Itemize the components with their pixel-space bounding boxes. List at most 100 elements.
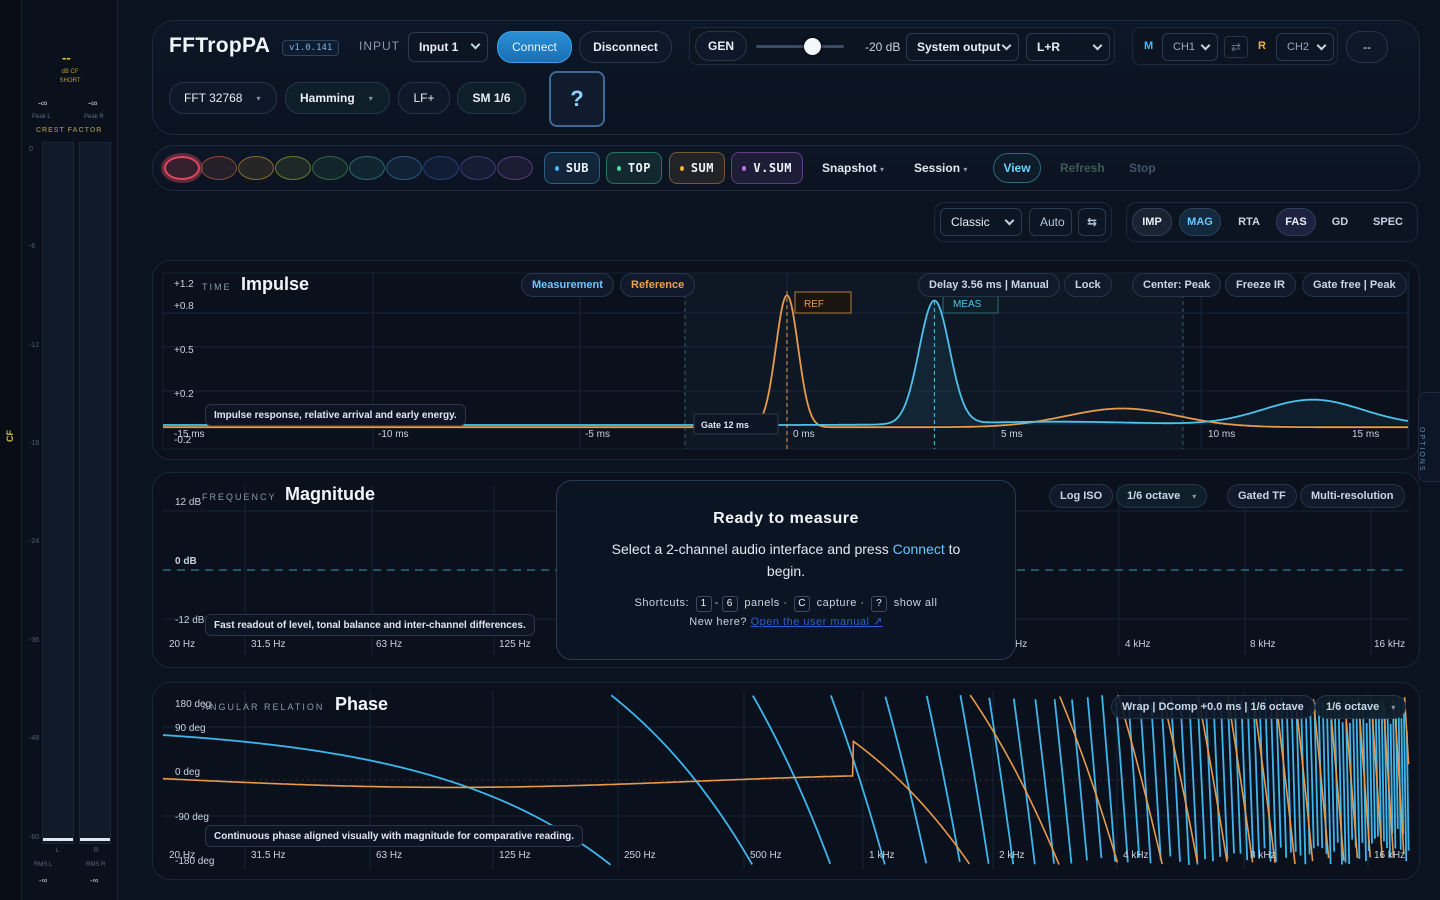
caret-down-icon: ▾ [256,93,261,103]
smoothing-button[interactable]: SM 1/6 [457,82,526,114]
snapshot-slot[interactable] [497,156,533,180]
impulse-plot[interactable]: REF MEAS Gate 12 ms +1.2 +0.8 +0.5 +0.2 -0.2-15… [153,261,1420,460]
extra-button[interactable]: -- [1346,31,1388,63]
output-select[interactable]: System output [906,33,1019,61]
peak-l-value: -∞ [38,98,48,108]
phase-octave-value: 1/6 octave [1326,701,1380,713]
user-manual-link[interactable]: Open the user manual ↗ [750,616,883,628]
group-tag-label: TOP [627,161,651,175]
options-tab[interactable]: OPTIONS [1418,392,1440,482]
view-tab-gd[interactable]: GD [1331,216,1349,228]
swap-channels-icon[interactable]: ⇄ [1224,36,1248,58]
chevron-down-icon [1004,215,1015,226]
snapshot-slot[interactable] [386,156,422,180]
status-dot-icon [555,165,559,171]
measurement-channel-label: M [1144,40,1154,52]
meter-ch-l: L [56,848,60,854]
snapshot-slot[interactable] [460,156,496,180]
gate-label-box [693,413,779,435]
meter-scale-tick: -48 [29,735,40,742]
short-cf-value: -- [62,50,71,65]
impulse-hint: Impulse response, relative arrival and e… [205,404,466,426]
freeze-ir-chip[interactable]: Freeze IR [1225,273,1296,297]
disconnect-button[interactable]: Disconnect [579,31,672,63]
window-select[interactable]: Hamming ▾ [285,82,390,114]
short-cf-unit: dB CF SHORT [59,69,81,84]
phase-wrap-chip[interactable]: Wrap | DComp +0.0 ms | 1/6 octave [1111,695,1315,719]
fft-size-select[interactable]: FFT 32768 ▾ [169,82,277,114]
reference-channel-value: CH2 [1287,41,1310,53]
group-tag-vsum[interactable]: V.SUM [731,152,803,184]
group-tag-top[interactable]: TOP [606,152,662,184]
key-c: C [794,596,811,612]
gen-level-slider[interactable] [756,45,844,48]
refresh-button[interactable]: Refresh [1060,161,1105,175]
ref-label: REF [804,299,824,310]
session-menu[interactable]: Session ▾ [914,161,967,175]
snapshot-slot[interactable] [238,156,274,180]
phase-title: Phase [335,694,389,714]
snapshot-slot[interactable] [312,156,348,180]
x-tick-label: 15 ms [1352,429,1379,440]
gen-button[interactable]: GEN [695,31,747,61]
snapshot-menu[interactable]: Snapshot ▾ [822,161,884,175]
rms-l-value: -∞ [39,876,48,885]
reference-channel-select[interactable]: CH2 [1276,33,1334,61]
gate-label: Gate 12 ms [701,420,749,430]
multi-resolution-chip[interactable]: Multi-resolution [1300,484,1405,508]
view-tab-imp[interactable]: IMP [1132,208,1172,236]
input-select[interactable]: Input 1 [408,32,488,62]
caret-down-icon: ▾ [1391,702,1396,712]
view-tab-mag[interactable]: MAG [1179,208,1221,236]
y-tick-label: +0.5 [174,345,194,356]
center-peak-chip[interactable]: Center: Peak [1132,273,1222,297]
reference-chip[interactable]: Reference [620,273,696,297]
lf-plus-button[interactable]: LF+ [398,82,450,114]
x-tick-label: 10 ms [1208,429,1235,440]
snapshot-slot[interactable] [275,156,311,180]
phase-hint: Continuous phase aligned visually with m… [205,825,584,847]
gate-chip[interactable]: Gate free | Peak [1302,273,1407,297]
phase-panel: 180 deg 90 deg 0 deg -90 deg -180 deg 20 Hz 31… [152,682,1420,880]
measurement-fill [163,300,1409,425]
lock-chip[interactable]: Lock [1064,273,1112,297]
x-tick-label: 250 Hz [624,850,656,861]
auto-button[interactable]: Auto [1029,208,1072,236]
swap-icon[interactable]: ⇆ [1078,208,1106,236]
group-tag-sub[interactable]: SUB [544,152,600,184]
snapshot-slot[interactable] [201,156,237,180]
key-1: 1 [695,596,712,612]
magnitude-octave-chip[interactable]: 1/6 octave ▾ [1116,484,1208,508]
y-tick-label: +0.2 [174,389,194,400]
view-tab-rta[interactable]: RTA [1238,216,1260,228]
stop-button[interactable]: Stop [1129,161,1156,175]
fft-size-value: FFT 32768 [184,91,243,105]
help-button[interactable]: ? [549,71,605,127]
channel-select[interactable]: L+R [1026,33,1110,61]
measurement-channel-select[interactable]: CH1 [1162,33,1218,61]
new-here-label: New here? [689,616,747,628]
connect-button[interactable]: Connect [497,31,572,63]
meter-ch-r: R [94,848,99,854]
view-button[interactable]: View [993,153,1041,183]
gated-tf-chip[interactable]: Gated TF [1227,484,1297,508]
snapshot-slot[interactable] [423,156,459,180]
meas-label: MEAS [953,299,982,310]
layout-select[interactable]: Classic [940,208,1022,236]
measurement-chip[interactable]: Measurement [521,273,614,297]
snapshot-slot[interactable] [349,156,385,180]
reference-phase-trace [162,694,1410,865]
group-tag-sum[interactable]: SUM [669,152,725,184]
x-tick-label: 4 kHz [1123,850,1149,861]
view-tabs-group [1126,202,1418,242]
snapshot-slot[interactable] [164,156,200,180]
view-tab-fas[interactable]: FAS [1276,208,1316,236]
phase-octave-chip[interactable]: 1/6 octave ▾ [1315,695,1407,719]
view-tab-spec[interactable]: SPEC [1373,216,1403,228]
delay-chip[interactable]: Delay 3.56 ms | Manual [918,273,1060,297]
log-iso-chip[interactable]: Log ISO [1049,484,1114,508]
meter-scale-tick: -36 [29,637,40,644]
gen-level-slider-knob[interactable] [804,38,821,55]
meter-bar-left [42,142,74,844]
